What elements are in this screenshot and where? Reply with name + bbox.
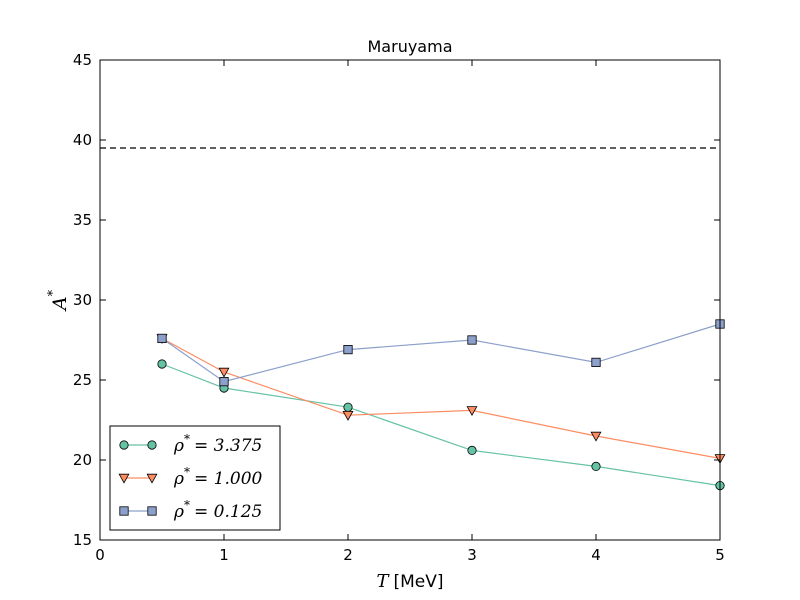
- y-tick-label: 15: [73, 531, 92, 549]
- data-point: [218, 367, 230, 378]
- x-axis-unit: [MeV]: [393, 572, 443, 592]
- y-axis-label: A*: [46, 289, 71, 312]
- x-tick-label: 4: [591, 546, 601, 564]
- data-point: [466, 406, 478, 417]
- y-axis-symbol: A: [49, 296, 71, 312]
- x-axis-label: T [MeV]: [376, 571, 443, 592]
- series-line: [161, 337, 721, 459]
- y-axis-superscript: *: [46, 289, 61, 296]
- x-tick-label: 0: [95, 546, 105, 564]
- legend-marker: [147, 440, 157, 450]
- data-point: [342, 410, 354, 421]
- data-point: [591, 461, 601, 471]
- legend-marker: [147, 506, 157, 516]
- legend-entry: ρ* = 1.000: [118, 465, 263, 489]
- legend-label: ρ* = 3.375: [173, 432, 262, 456]
- y-tick-label: 25: [73, 371, 92, 389]
- y-tick-label: 40: [73, 131, 92, 149]
- x-tick-label: 3: [467, 546, 477, 564]
- legend: ρ* = 3.375 ρ* = 1.000 ρ* = 0.125: [109, 425, 281, 531]
- series-line: [161, 323, 721, 383]
- legend-label: ρ* = 0.125: [173, 498, 262, 522]
- y-tick-label: 45: [73, 51, 92, 69]
- data-point: [219, 376, 229, 387]
- legend-marker: [119, 506, 129, 516]
- data-point: [343, 402, 353, 412]
- data-point: [590, 431, 602, 442]
- data-point: [591, 357, 601, 368]
- series-line: [161, 363, 721, 487]
- data-point: [157, 359, 167, 369]
- data-point: [157, 333, 167, 344]
- x-tick-label: 1: [219, 546, 229, 564]
- data-point: [467, 335, 477, 345]
- legend-marker: [146, 473, 158, 484]
- legend-marker: [119, 440, 129, 450]
- y-tick-label: 20: [73, 451, 92, 469]
- svg-text:A*: A*: [46, 289, 71, 312]
- x-tick-label: 2: [343, 546, 353, 564]
- data-point: [343, 344, 353, 355]
- y-tick-label: 30: [73, 291, 92, 309]
- x-tick-label: 5: [715, 546, 725, 564]
- x-axis-symbol: T: [376, 571, 390, 592]
- legend-entry: ρ* = 3.375: [119, 432, 262, 456]
- legend-entry: ρ* = 0.125: [119, 498, 262, 522]
- legend-label: ρ* = 1.000: [173, 465, 263, 489]
- plot-frame: [99, 59, 721, 541]
- legend-marker: [118, 473, 130, 484]
- data-point: [467, 445, 477, 455]
- chart-title: Maruyama: [368, 37, 453, 56]
- y-tick-label: 35: [73, 211, 92, 229]
